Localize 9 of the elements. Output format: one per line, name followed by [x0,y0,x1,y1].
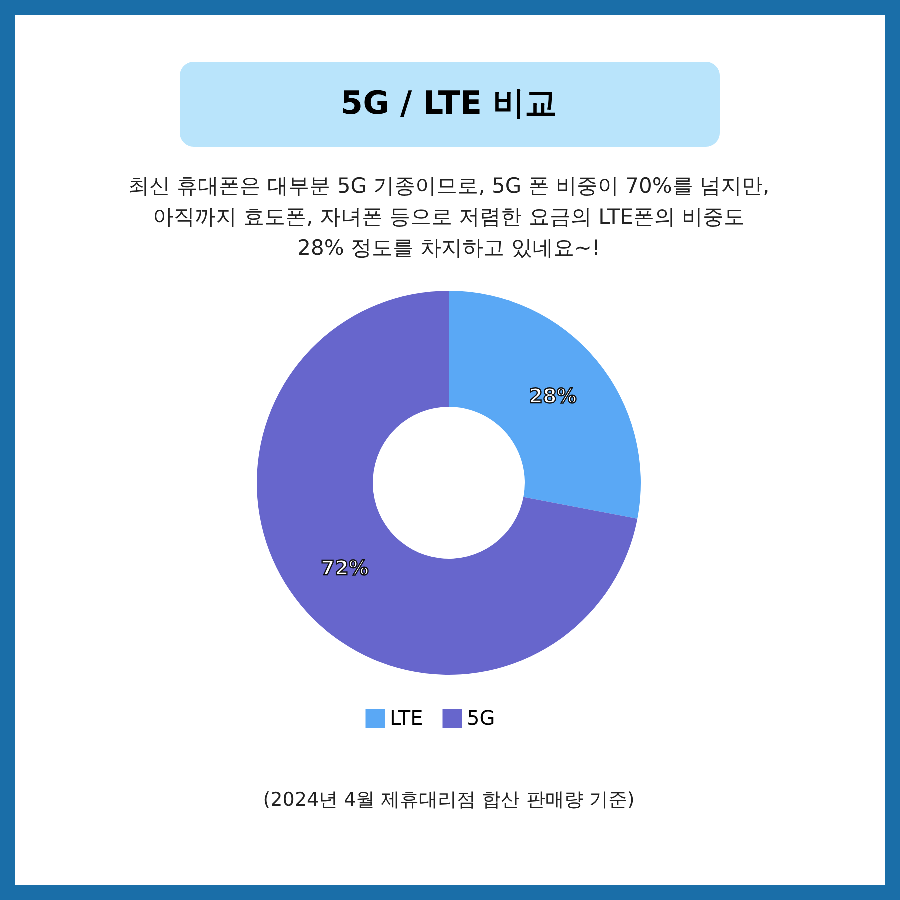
chart-title: 5G / LTE 비교 [340,84,558,122]
text: (2024년 4월 제휴대리점 합산 판매량 기준) [263,789,635,811]
legend-label: LTE [390,706,424,730]
legend-label: 5G [467,706,496,730]
data-label: 72% [321,556,369,580]
donut-slice [449,291,641,519]
data-label: 28% [529,384,577,408]
donut-slice [257,291,638,675]
chart-subtitle: 최신 휴대폰은 대부분 5G 기종이므로, 5G 폰 비중이 70%를 넘지만, 아직까지 효도폰, 자녀폰 등으로 저렴한 요금의 LTE폰의 비중도 28% 정도를 차지하고 있네요~! [128,174,770,260]
